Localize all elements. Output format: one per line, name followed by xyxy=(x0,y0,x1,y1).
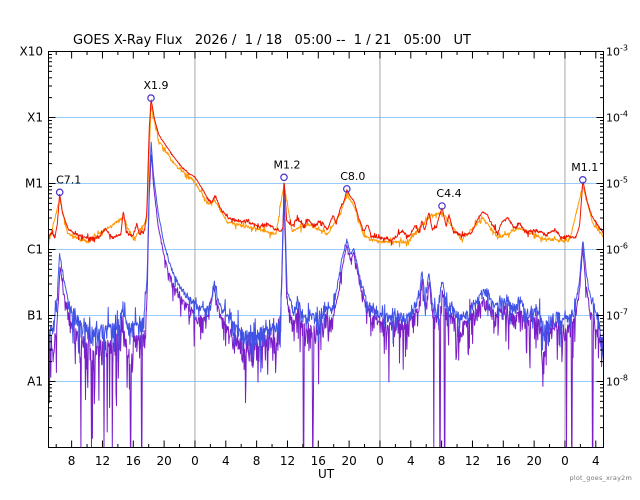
x-tick-label: 20 xyxy=(526,454,541,468)
x-axis-unit-label: UT xyxy=(317,467,335,481)
y-left-label-A1: A1 xyxy=(27,375,43,389)
flare-class-label: C4.4 xyxy=(436,187,461,200)
x-tick-label: 20 xyxy=(341,454,356,468)
flare-peak-circle-icon xyxy=(280,173,288,182)
flare-class-label: X1.9 xyxy=(143,79,168,92)
flare-peak-circle-icon xyxy=(438,202,446,210)
flare-peak-circle-icon xyxy=(55,188,64,197)
x-tick-label: 4 xyxy=(222,454,230,468)
x-tick-label: 16 xyxy=(126,454,141,468)
plot-script-credit: plot_goes_xray2m xyxy=(569,474,632,482)
y-axis-left-labels: X10 X1 M1 C1 B1 A1 xyxy=(20,45,44,389)
flare-marker-M1.1: M1.1 xyxy=(571,161,598,184)
x-tick-label: 8 xyxy=(68,454,76,468)
y-left-label-M1: M1 xyxy=(25,177,43,191)
decade-gridlines xyxy=(48,117,604,382)
x-tick-label: 12 xyxy=(465,454,480,468)
day-boundary-lines xyxy=(194,51,566,448)
axes xyxy=(48,51,604,448)
x-tick-label: 20 xyxy=(156,454,171,468)
y-right-label-10e-8: 10-8 xyxy=(606,374,628,389)
flare-peak-circle-icon xyxy=(342,185,351,193)
series-long-secondary xyxy=(48,104,604,248)
x-tick-label: 0 xyxy=(191,454,199,468)
x-tick-label: 8 xyxy=(253,454,261,468)
chart-title: GOES X-Ray Flux 2026 / 1 / 18 05:00 -- 1… xyxy=(73,33,471,48)
flare-peak-circle-icon xyxy=(578,176,587,184)
y-right-label-10e-3: 10-3 xyxy=(606,44,628,59)
flare-class-label: C7.1 xyxy=(56,173,81,186)
y-left-label-C1: C1 xyxy=(27,243,43,257)
y-axis-right-labels: 10-3 10-4 10-5 10-6 10-7 10-8 xyxy=(606,44,628,389)
y-left-label-X1: X1 xyxy=(27,111,43,125)
x-tick-label: 12 xyxy=(280,454,295,468)
flare-marker-C4.4: C4.4 xyxy=(436,187,462,210)
y-right-label-10e-4: 10-4 xyxy=(606,110,628,125)
x-tick-label: 4 xyxy=(407,454,415,468)
series-short-primary xyxy=(48,141,604,373)
flare-class-label: M1.2 xyxy=(274,158,301,171)
y-right-label-10e-5: 10-5 xyxy=(606,176,628,191)
x-tick-labels: 8 12 16 20 0 4 8 12 16 20 0 4 8 12 16 20 0 4 xyxy=(68,454,600,468)
x-tick-label: 8 xyxy=(438,454,446,468)
flare-marker-M1.2: M1.2 xyxy=(274,158,301,182)
series-long-primary xyxy=(48,99,604,246)
y-left-label-X10: X10 xyxy=(20,45,44,59)
y-left-label-B1: B1 xyxy=(27,309,43,323)
flare-peak-circle-icon xyxy=(147,94,155,102)
flare-class-label: C8.0 xyxy=(340,170,365,183)
flare-marker-C8.0: C8.0 xyxy=(340,170,365,193)
x-tick-label: 12 xyxy=(95,454,110,468)
flare-marker-X1.9: X1.9 xyxy=(143,79,169,102)
y-right-label-10e-7: 10-7 xyxy=(606,308,628,323)
x-tick-label: 16 xyxy=(311,454,326,468)
flare-marker-C7.1: C7.1 xyxy=(55,173,81,197)
y-right-label-10e-6: 10-6 xyxy=(606,242,628,257)
x-tick-label: 0 xyxy=(376,454,384,468)
x-tick-label: 0 xyxy=(561,454,569,468)
flare-annotations: C7.1 X1.9 M1.2 C8.0 C4.4 M1.1 xyxy=(55,79,598,210)
data-series xyxy=(48,99,604,448)
x-tick-label: 16 xyxy=(496,454,511,468)
x-tick-label: 4 xyxy=(592,454,600,468)
flare-class-label: M1.1 xyxy=(571,161,598,174)
